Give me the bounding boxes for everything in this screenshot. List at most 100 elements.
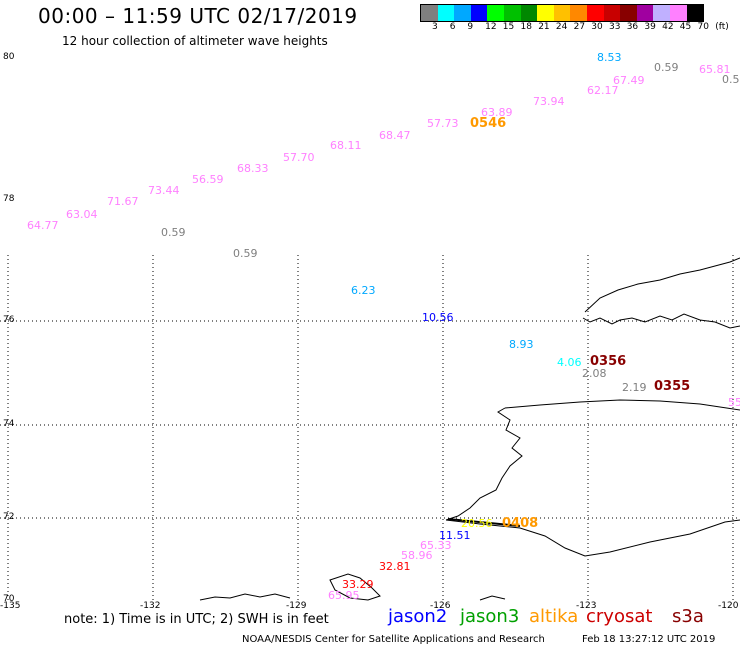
- pass-time-label: 0408: [502, 516, 539, 531]
- color-swatch: [503, 5, 521, 21]
- wave-height-label: 4.06: [557, 356, 582, 369]
- wave-height-label: 2.08: [582, 367, 607, 380]
- lat-tick-label: 70: [3, 594, 15, 604]
- bottom-coast-fragment-2: [329, 573, 381, 601]
- color-scale-label: 15: [502, 22, 515, 32]
- wave-height-label: 68.11: [330, 139, 362, 152]
- satellite-name-cryosat: cryosat: [586, 606, 653, 627]
- graticule: [0, 255, 740, 600]
- wave-height-label: 63.89: [481, 106, 513, 119]
- wave-height-label: 63.04: [66, 208, 98, 221]
- satellite-name-jason3: jason3: [460, 606, 520, 627]
- color-scale-label: 33: [609, 22, 621, 32]
- color-swatch: [669, 5, 687, 21]
- wave-height-label: 0.59: [161, 226, 186, 239]
- color-swatch: [653, 5, 670, 21]
- color-swatch: [437, 5, 455, 21]
- wave-height-label: 0.59: [654, 61, 679, 74]
- altika-ground-track: [447, 518, 521, 527]
- wave-height-label: 0.59: [233, 247, 258, 260]
- color-scale-label: 39: [644, 22, 656, 32]
- wave-height-label: 33.29: [342, 578, 374, 591]
- color-scale-label: 9: [467, 22, 474, 32]
- wave-height-label: 68.47: [379, 129, 411, 142]
- color-swatch: [636, 5, 654, 21]
- lon-tick-label: -123: [576, 601, 597, 611]
- color-swatch: [487, 5, 504, 21]
- color-scale-bar: [420, 4, 705, 22]
- coastline: [199, 257, 740, 601]
- bottom-coast-fragment-3: [479, 595, 506, 601]
- banks-island-coast-south: [582, 313, 740, 329]
- color-scale-label: (ft): [715, 22, 729, 32]
- color-swatch: [421, 5, 438, 21]
- page-title: 00:00 – 11:59 UTC 02/17/2019: [38, 4, 358, 28]
- wave-height-label: 62.17: [587, 84, 619, 97]
- color-swatch: [520, 5, 538, 21]
- pass-time-label: 0356: [590, 354, 627, 369]
- wave-height-label: 65.81: [699, 63, 731, 76]
- color-scale-label: 70: [697, 22, 709, 32]
- color-swatch: [454, 5, 471, 21]
- pass-time-label: 0355: [654, 379, 691, 394]
- wave-height-label: 0.5: [722, 73, 740, 86]
- color-swatch: [570, 5, 587, 21]
- color-swatch: [620, 5, 637, 21]
- wave-height-label: 57.73: [427, 117, 459, 130]
- color-scale-label: 3: [432, 22, 438, 32]
- mainland-coast-west: [445, 407, 523, 521]
- lon-tick-label: -120: [718, 601, 739, 611]
- lon-tick-label: -132: [140, 601, 161, 611]
- wave-height-label: 67.49: [613, 74, 645, 87]
- wave-height-label: 56.59: [192, 173, 224, 186]
- color-scale-label: 27: [573, 22, 586, 32]
- pass-time-label: 0546: [470, 116, 507, 131]
- color-scale-label: 18: [520, 22, 532, 32]
- color-scale-label: 42: [662, 22, 674, 32]
- mainland-coast-north: [504, 399, 740, 411]
- color-swatch: [686, 5, 704, 21]
- lon-tick-label: -129: [286, 601, 307, 611]
- lat-tick-label: 74: [3, 419, 15, 429]
- color-scale-label: 30: [591, 22, 603, 32]
- page-subtitle: 12 hour collection of altimeter wave hei…: [62, 34, 328, 48]
- wave-height-label: 58.96: [401, 549, 433, 562]
- color-swatch: [603, 5, 621, 21]
- wave-height-label: 73.94: [533, 95, 565, 108]
- color-scale-label: 6: [449, 22, 456, 32]
- wave-height-label: 68.33: [237, 162, 269, 175]
- wave-height-label: 8.93: [509, 338, 534, 351]
- satellite-name-s3a: s3a: [672, 606, 704, 627]
- wave-height-label: 64.77: [27, 219, 59, 232]
- color-swatch: [586, 5, 604, 21]
- wave-height-label: 65.95: [328, 589, 360, 602]
- satellite-tracks: [447, 518, 521, 527]
- bottom-coast-fragment-1: [199, 593, 291, 601]
- color-swatch: [537, 5, 554, 21]
- wave-height-label: 20.56: [461, 517, 493, 530]
- wave-height-label: 57.70: [283, 151, 315, 164]
- color-swatch: [553, 5, 571, 21]
- color-scale-label: 36: [626, 22, 639, 32]
- wave-height-label: 73.44: [148, 184, 180, 197]
- color-scale-label: 12: [485, 22, 497, 32]
- wave-height-label: 55: [728, 396, 740, 409]
- lat-tick-label: 76: [3, 315, 15, 325]
- color-scale-label: 24: [555, 22, 568, 32]
- wave-height-label: 71.67: [107, 195, 139, 208]
- wave-height-label: 11.51: [439, 529, 471, 542]
- wave-height-label: 6.23: [351, 284, 376, 297]
- lat-tick-label: 80: [3, 52, 15, 62]
- color-scale-label: 45: [679, 22, 692, 32]
- credit-line: NOAA/NESDIS Center for Satellite Applica…: [242, 634, 545, 645]
- wave-height-label: 65.33: [420, 539, 452, 552]
- wave-height-label: 10.56: [422, 311, 454, 324]
- mainland-coast-south: [445, 519, 740, 557]
- footnote: note: 1) Time is in UTC; 2) SWH is in fe…: [64, 612, 329, 627]
- lon-tick-label: -126: [430, 601, 451, 611]
- satellite-name-jason2: jason2: [388, 606, 448, 627]
- color-scale-labels: 3 6 9 12 15 18 21 24 27 30 33 36 39 42 45 70 (ft): [420, 22, 740, 34]
- wave-height-label: 2.19: [622, 381, 647, 394]
